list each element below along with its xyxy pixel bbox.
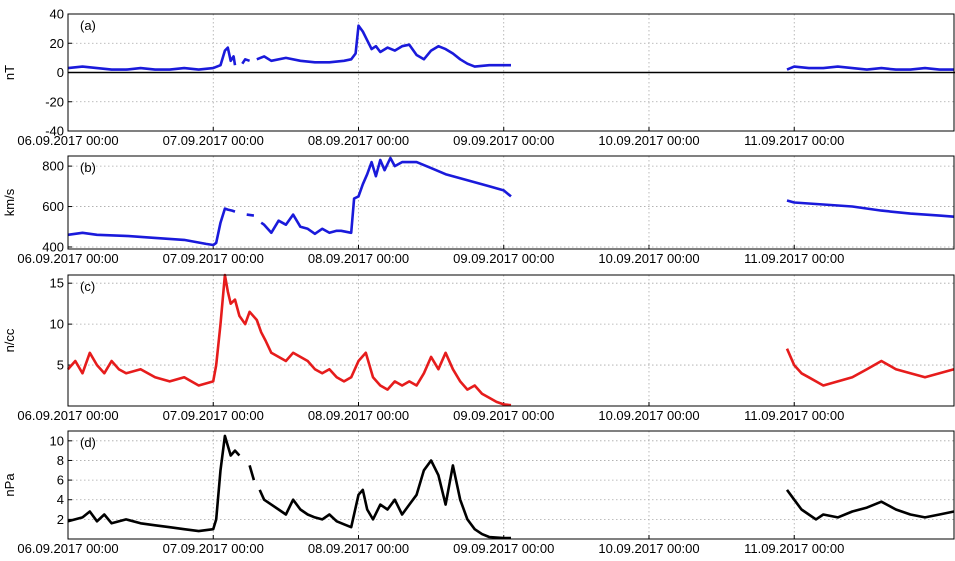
panel-c-tag: (c) bbox=[80, 279, 95, 294]
panel-c-ytick-label-2: 15 bbox=[50, 276, 64, 291]
panel-b-xtick-label-11-09-2017-00-00: 11.09.2017 00:00 bbox=[744, 251, 844, 266]
panel-c-ytick-label-1: 10 bbox=[50, 317, 64, 332]
panel-b-series-0-segment-0 bbox=[67, 207, 236, 247]
panel-a-xtick-label-10-09-2017-00-00: 10.09.2017 00:00 bbox=[598, 133, 699, 148]
panel-a-magnetic-field: 06.09.2017 00:00 07.09.2017 00:00 08.09.20… bbox=[2, 7, 955, 148]
panel-a-ylabel: nT bbox=[2, 65, 17, 80]
panel-c-series-1-segment-0 bbox=[785, 348, 955, 387]
panel-b-xtick-label-10-09-2017-00-00: 10.09.2017 00:00 bbox=[598, 251, 699, 266]
panel-a-series-1-segment-0 bbox=[786, 65, 954, 71]
panel-a-frame bbox=[67, 13, 955, 132]
panel-d-xtick-label-09-09-2017-00-00: 09.09.2017 00:00 bbox=[453, 541, 554, 556]
panel-d-ytick-label-4: 10 bbox=[50, 433, 64, 448]
panel-a-xtick-label-07-09-2017-00-00: 07.09.2017 00:00 bbox=[163, 133, 264, 148]
panel-b-xtick-label-09-09-2017-00-00: 09.09.2017 00:00 bbox=[453, 251, 554, 266]
panel-d-series-0-segment-0 bbox=[67, 434, 241, 533]
panel-a-series-0-segment-2 bbox=[256, 24, 511, 68]
panel-c-xtick-label-08-09-2017-00-00: 08.09.2017 00:00 bbox=[308, 408, 409, 423]
panel-a-xtick-label-11-09-2017-00-00: 11.09.2017 00:00 bbox=[744, 133, 844, 148]
panel-d-ytick-label-0: 2 bbox=[57, 512, 64, 527]
panel-d-ylabel: nPa bbox=[2, 473, 17, 497]
panel-b-ytick-label-0: 400 bbox=[42, 239, 64, 254]
panel-b-xtick-label-06-09-2017-00-00: 06.09.2017 00:00 bbox=[17, 251, 118, 266]
panel-d-frame bbox=[67, 430, 955, 540]
panel-c-frame bbox=[67, 274, 955, 407]
panel-c-proton-density: 06.09.2017 00:00 07.09.2017 00:00 08.09.20… bbox=[2, 273, 955, 423]
panel-b-tag: (b) bbox=[80, 160, 96, 175]
panel-b-ylabel: km/s bbox=[2, 188, 17, 216]
panel-a-ytick-label-3: 20 bbox=[50, 36, 64, 51]
panel-a-series-0-segment-0 bbox=[67, 46, 237, 71]
panel-a-xtick-label-08-09-2017-00-00: 08.09.2017 00:00 bbox=[308, 133, 409, 148]
panel-a-tag: (a) bbox=[80, 18, 96, 33]
panel-a-xtick-label-06-09-2017-00-00: 06.09.2017 00:00 bbox=[17, 133, 118, 148]
panel-d-tag: (d) bbox=[80, 435, 96, 450]
panel-a-xtick-label-09-09-2017-00-00: 09.09.2017 00:00 bbox=[453, 133, 554, 148]
panel-d-xtick-label-07-09-2017-00-00: 07.09.2017 00:00 bbox=[163, 541, 264, 556]
panel-d-xtick-label-11-09-2017-00-00: 11.09.2017 00:00 bbox=[744, 541, 844, 556]
panel-b-frame bbox=[67, 155, 955, 250]
panel-b-xtick-label-08-09-2017-00-00: 08.09.2017 00:00 bbox=[308, 251, 409, 266]
panel-d-xtick-label-10-09-2017-00-00: 10.09.2017 00:00 bbox=[598, 541, 699, 556]
panel-b-solar-wind-speed: 06.09.2017 00:00 07.09.2017 00:00 08.09.20… bbox=[2, 155, 955, 266]
panel-c-xtick-label-06-09-2017-00-00: 06.09.2017 00:00 bbox=[17, 408, 118, 423]
panel-a-ytick-label-0: -40 bbox=[45, 124, 64, 139]
panel-d-ytick-label-2: 6 bbox=[57, 473, 64, 488]
panel-d-ytick-label-1: 4 bbox=[57, 492, 64, 507]
panel-d-xtick-label-08-09-2017-00-00: 08.09.2017 00:00 bbox=[308, 541, 409, 556]
panel-d-ytick-label-3: 8 bbox=[57, 453, 64, 468]
panel-a-ytick-label-1: -20 bbox=[45, 94, 64, 109]
panel-d-xtick-label-06-09-2017-00-00: 06.09.2017 00:00 bbox=[17, 541, 118, 556]
panel-c-series-0-segment-0 bbox=[67, 273, 512, 407]
panel-d-series-0-segment-1 bbox=[248, 465, 256, 481]
panel-d-series-1-segment-0 bbox=[785, 489, 955, 521]
panel-c-xtick-label-09-09-2017-00-00: 09.09.2017 00:00 bbox=[453, 408, 554, 423]
panel-a-ytick-label-4: 40 bbox=[50, 7, 64, 22]
panel-c-ytick-label-0: 5 bbox=[57, 358, 64, 373]
panel-c-xtick-label-11-09-2017-00-00: 11.09.2017 00:00 bbox=[744, 408, 844, 423]
panel-b-ytick-label-2: 800 bbox=[42, 159, 64, 174]
panel-b-series-0-segment-2 bbox=[260, 156, 512, 236]
panel-c-ylabel: n/cc bbox=[2, 328, 17, 352]
panel-b-ytick-label-1: 600 bbox=[42, 199, 64, 214]
panel-d-series-0-segment-2 bbox=[258, 459, 511, 540]
panel-a-ytick-label-2: 0 bbox=[57, 65, 64, 80]
panel-b-xtick-label-07-09-2017-00-00: 07.09.2017 00:00 bbox=[163, 251, 264, 266]
panel-c-xtick-label-07-09-2017-00-00: 07.09.2017 00:00 bbox=[163, 408, 264, 423]
panel-d-dynamic-pressure: 06.09.2017 00:00 07.09.2017 00:00 08.09.20… bbox=[2, 430, 955, 556]
panel-b-series-1-segment-0 bbox=[786, 199, 955, 218]
panel-c-xtick-label-10-09-2017-00-00: 10.09.2017 00:00 bbox=[598, 408, 699, 423]
panel-b-series-0-segment-1 bbox=[246, 213, 255, 217]
panel-a-series-0-segment-1 bbox=[241, 58, 251, 65]
